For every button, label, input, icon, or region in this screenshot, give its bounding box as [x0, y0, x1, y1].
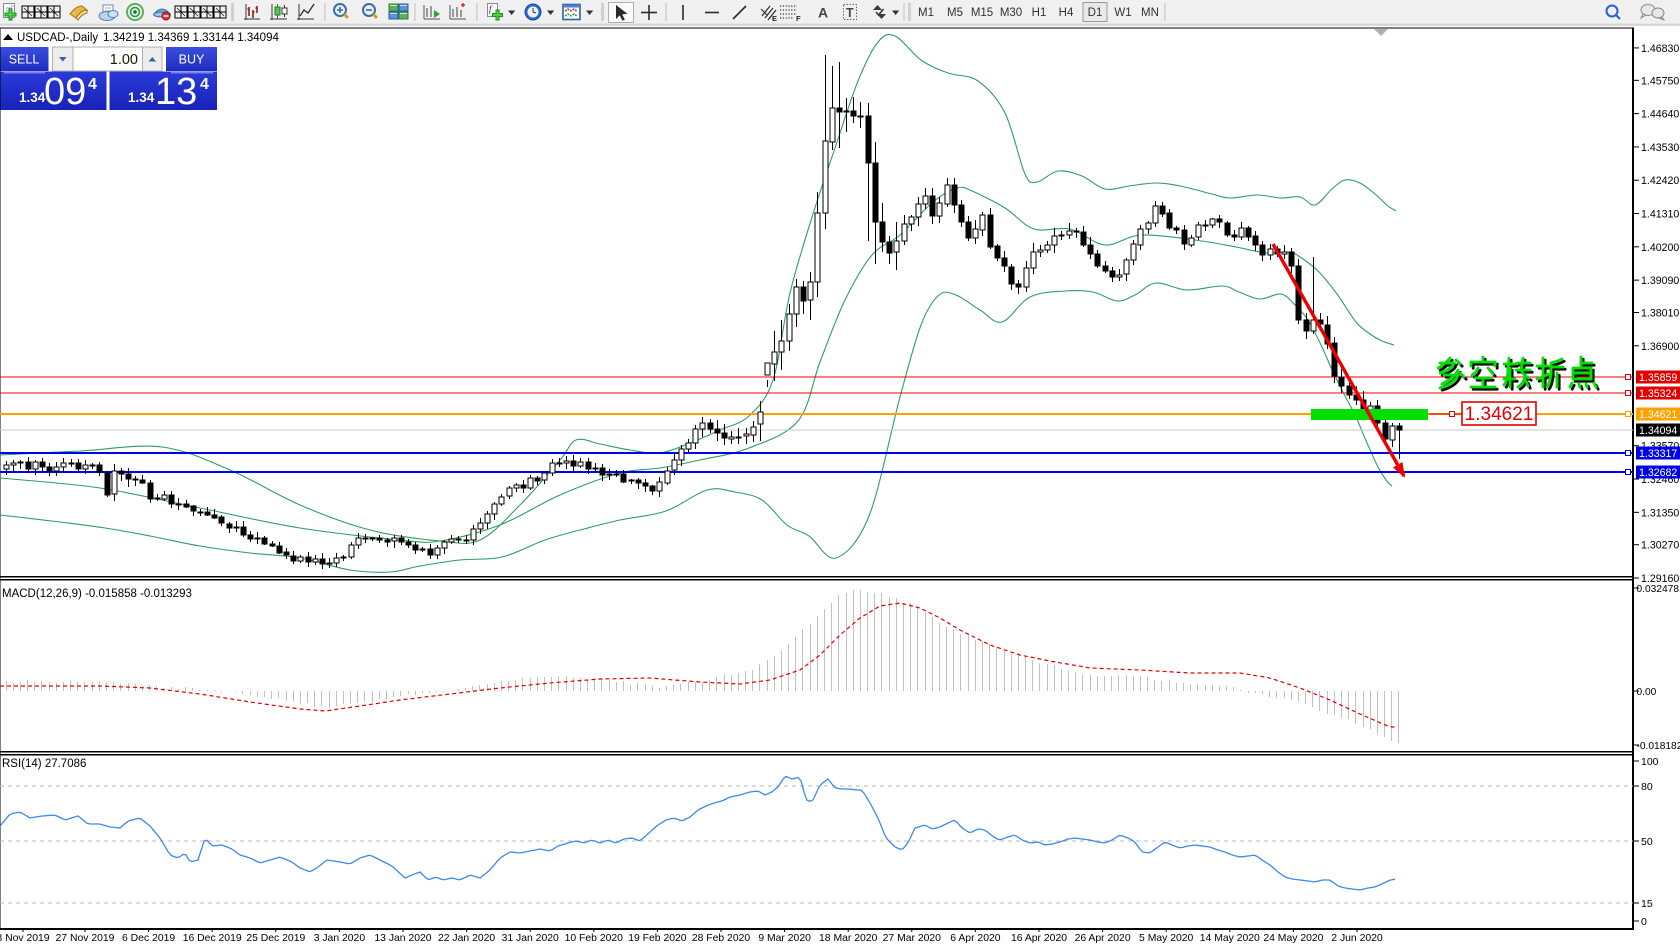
svg-text:1.30270: 1.30270: [1641, 540, 1679, 552]
svg-text:1.41310: 1.41310: [1641, 209, 1679, 221]
svg-text:1.34621: 1.34621: [1465, 404, 1534, 425]
svg-text:24 May 2020: 24 May 2020: [1263, 933, 1323, 944]
svg-text:1.45750: 1.45750: [1641, 75, 1679, 87]
svg-text:D1: D1: [1088, 7, 1103, 19]
svg-text:6 Apr 2020: 6 Apr 2020: [950, 933, 1000, 944]
svg-text:1.34: 1.34: [19, 90, 46, 105]
svg-text:W1: W1: [1114, 7, 1131, 19]
svg-text:M15: M15: [971, 7, 993, 19]
svg-text:19 Feb 2020: 19 Feb 2020: [628, 933, 687, 944]
svg-text:0.032478: 0.032478: [1637, 584, 1680, 595]
svg-text:H1: H1: [1032, 7, 1047, 19]
svg-text:15: 15: [1641, 898, 1653, 910]
svg-text:16 Apr 2020: 16 Apr 2020: [1011, 933, 1067, 944]
svg-text:1.34: 1.34: [128, 90, 155, 105]
svg-text:16 Dec 2019: 16 Dec 2019: [183, 933, 242, 944]
svg-text:M5: M5: [947, 7, 963, 19]
svg-text:F: F: [796, 14, 801, 23]
svg-text:M30: M30: [1000, 7, 1022, 19]
svg-text:MN: MN: [1141, 7, 1159, 19]
svg-text:1.32682: 1.32682: [1639, 467, 1677, 479]
svg-text:H4: H4: [1059, 7, 1074, 19]
svg-text:1.38010: 1.38010: [1641, 308, 1679, 320]
svg-text:13 Jan 2020: 13 Jan 2020: [374, 933, 431, 944]
svg-text:1.40200: 1.40200: [1641, 242, 1679, 254]
svg-text:25 Dec 2019: 25 Dec 2019: [246, 933, 305, 944]
svg-text:1.42420: 1.42420: [1641, 175, 1679, 187]
svg-text:18 Mar 2020: 18 Mar 2020: [819, 933, 878, 944]
svg-text:M1: M1: [918, 7, 934, 19]
svg-text:1.34094: 1.34094: [1639, 425, 1677, 437]
svg-text:4: 4: [200, 76, 209, 93]
svg-text:T: T: [846, 6, 854, 20]
svg-text:0.00: 0.00: [1637, 687, 1657, 698]
svg-text:1.00: 1.00: [110, 52, 138, 68]
svg-text:RSI(14) 27.7086: RSI(14) 27.7086: [2, 758, 86, 770]
svg-text:6 Dec 2019: 6 Dec 2019: [122, 933, 175, 944]
svg-text:13: 13: [155, 71, 197, 113]
svg-text:1.46830: 1.46830: [1641, 43, 1679, 55]
svg-text:1.36900: 1.36900: [1641, 341, 1679, 353]
svg-text:28 Feb 2020: 28 Feb 2020: [692, 933, 751, 944]
svg-text:50: 50: [1641, 836, 1653, 848]
svg-text:27 Mar 2020: 27 Mar 2020: [883, 933, 942, 944]
svg-text:9 Mar 2020: 9 Mar 2020: [758, 933, 811, 944]
svg-text:SELL: SELL: [9, 53, 40, 67]
svg-text:31 Jan 2020: 31 Jan 2020: [502, 933, 559, 944]
svg-text:A: A: [818, 5, 828, 21]
svg-text:1.39090: 1.39090: [1641, 275, 1679, 287]
svg-text:1.43530: 1.43530: [1641, 142, 1679, 154]
svg-text:27 Nov 2019: 27 Nov 2019: [56, 933, 115, 944]
svg-text:0: 0: [1641, 916, 1647, 928]
svg-text:BUY: BUY: [179, 53, 205, 67]
svg-text:09: 09: [44, 71, 86, 113]
svg-text:MACD(12,26,9) -0.015858 -0.013: MACD(12,26,9) -0.015858 -0.013293: [2, 588, 192, 600]
svg-text:1.34219 1.34369 1.33144 1.3409: 1.34219 1.34369 1.33144 1.34094: [103, 32, 279, 44]
svg-text:8 Nov 2019: 8 Nov 2019: [0, 933, 50, 944]
svg-text:22 Jan 2020: 22 Jan 2020: [438, 933, 495, 944]
svg-text:5 May 2020: 5 May 2020: [1139, 933, 1194, 944]
svg-text:100: 100: [1641, 756, 1659, 768]
svg-text:E: E: [772, 14, 777, 23]
svg-text:1.31350: 1.31350: [1641, 507, 1679, 519]
svg-text:1.34621: 1.34621: [1639, 409, 1677, 421]
svg-text:1.44640: 1.44640: [1641, 109, 1679, 121]
svg-text:1.33317: 1.33317: [1639, 448, 1677, 460]
svg-text:1.35859: 1.35859: [1639, 372, 1677, 384]
svg-text:1.35324: 1.35324: [1639, 388, 1677, 400]
svg-text:USDCAD-,Daily: USDCAD-,Daily: [17, 32, 98, 44]
svg-text:10 Feb 2020: 10 Feb 2020: [565, 933, 624, 944]
svg-text:80: 80: [1641, 781, 1653, 793]
svg-text:2 Jun 2020: 2 Jun 2020: [1331, 933, 1383, 944]
svg-text:26 Apr 2020: 26 Apr 2020: [1075, 933, 1131, 944]
svg-text:-0.018182: -0.018182: [1637, 741, 1680, 752]
svg-text:4: 4: [88, 76, 97, 93]
svg-text:14 May 2020: 14 May 2020: [1200, 933, 1260, 944]
svg-text:3 Jan 2020: 3 Jan 2020: [314, 933, 366, 944]
